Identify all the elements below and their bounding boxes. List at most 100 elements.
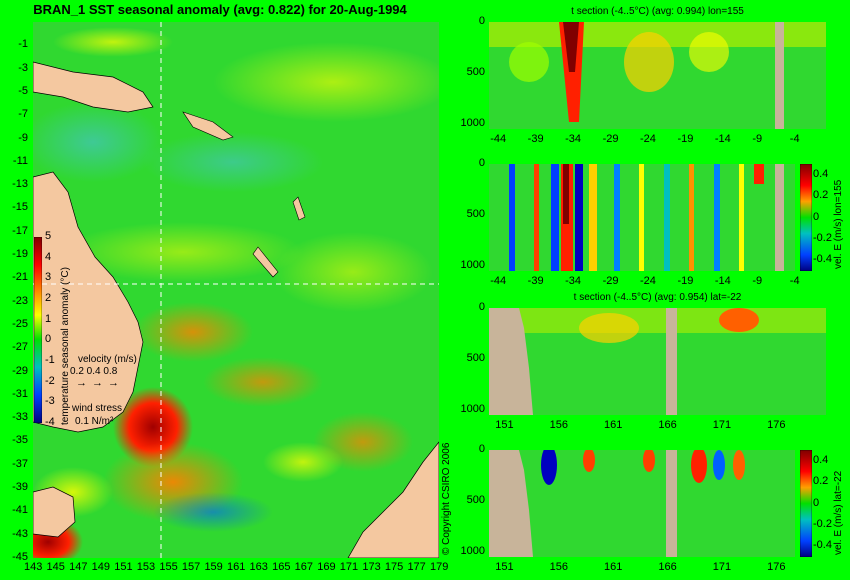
map-lat-tick: -21 [12, 271, 28, 284]
land-vanuatu [292, 196, 306, 221]
x-tick: 166 [658, 561, 677, 573]
x-tick: -19 [677, 275, 694, 287]
map-lat-tick: -41 [12, 504, 28, 517]
x-tick: -44 [490, 275, 507, 287]
map-lat-tick: -39 [12, 481, 28, 494]
map-lat-tick: -23 [12, 294, 28, 307]
x-tick: -29 [602, 133, 619, 145]
sst-map [33, 22, 439, 558]
x-tick: -24 [640, 275, 656, 287]
x-tick: 176 [767, 561, 786, 573]
velocity-legend-label: velocity (m/s) [78, 354, 137, 365]
x-tick: -19 [677, 133, 694, 145]
map-colorbar [34, 237, 42, 423]
map-lon-tick: 143 [24, 561, 43, 573]
x-tick: -39 [527, 275, 544, 287]
map-colorbar-tick: 5 [45, 230, 52, 242]
x-tick: -4 [789, 275, 800, 287]
map-lon-tick: 169 [317, 561, 336, 573]
x-tick: -9 [752, 275, 763, 287]
map-lat-tick: -29 [12, 364, 28, 377]
t-section-lon155 [489, 22, 826, 129]
wind-legend-label: wind stress [72, 403, 123, 414]
x-tick: 176 [767, 419, 786, 431]
map-colorbar-tick: 3 [45, 271, 52, 284]
map-lon-tick: 163 [249, 561, 268, 573]
wind-legend-value: 0.1 N/m² [75, 416, 114, 427]
map-lat-tick: -13 [12, 178, 28, 191]
map-lon-tick: 171 [339, 561, 359, 573]
map-colorbar-tick: 4 [45, 250, 52, 263]
map-lon-tick: 173 [362, 561, 381, 573]
map-lat-tick: -43 [12, 527, 28, 540]
copyright-text: © Copyright CSIRO 2006 [441, 442, 452, 555]
x-tick: 166 [658, 419, 677, 431]
velocity-arrows-icon: →→→ [76, 377, 124, 389]
x-tick: -44 [490, 133, 507, 145]
x-tick: 156 [549, 561, 569, 573]
x-tick: 171 [712, 419, 732, 431]
map-lat-tick: -11 [12, 154, 28, 167]
y-tick: 1000 [460, 544, 485, 557]
map-lon-tick: 145 [46, 561, 65, 573]
x-tick: -39 [527, 133, 544, 145]
map-lat-tick: -9 [18, 131, 28, 144]
vel-colorbar-tick: 0.2 [813, 189, 829, 202]
vel-lon155-colorbar-label: vel. E (m/s) lon=155 [833, 179, 844, 269]
vel-colorbar-tick: 0.4 [813, 453, 829, 466]
vel-colorbar-tick: 0.2 [813, 475, 829, 488]
vel-colorbar-tick: -0.2 [813, 517, 832, 530]
vel-section-lon155 [489, 164, 795, 271]
map-colorbar-tick: 1 [45, 312, 52, 325]
map-lat-tick: -33 [12, 411, 28, 424]
x-tick: 156 [549, 419, 569, 431]
x-tick: 161 [604, 419, 623, 431]
map-lat-tick: -35 [12, 434, 28, 447]
land-new-caledonia [252, 246, 279, 278]
map-lon-tick: 175 [384, 561, 404, 573]
map-lat-tick: -31 [12, 387, 28, 400]
map-lon-tick: 165 [272, 561, 291, 573]
x-tick: -14 [714, 133, 731, 145]
map-colorbar-tick: -1 [45, 354, 55, 366]
map-lon-tick: 147 [69, 561, 88, 573]
x-tick: -9 [752, 133, 763, 145]
map-lat-tick: -1 [18, 38, 28, 51]
map-lat-tick: -19 [12, 248, 28, 261]
y-tick: 0 [478, 157, 485, 169]
x-tick: -4 [789, 133, 800, 145]
y-tick: 0 [478, 15, 485, 27]
y-tick: 500 [466, 351, 485, 364]
velocity-legend-values: 0.2 0.4 0.8 [70, 366, 118, 377]
map-lat-tick: -5 [18, 84, 28, 97]
map-lat-tick: -15 [12, 201, 28, 214]
vel-colorbar-tick: -0.2 [813, 231, 832, 244]
vel-section-lat22 [489, 450, 795, 557]
x-tick: -34 [565, 275, 582, 287]
t-section-lat22 [489, 308, 826, 415]
map-colorbar-tick: -3 [45, 395, 55, 408]
y-tick: 0 [478, 443, 485, 455]
map-colorbar-label: temperature seasonal anomaly (°C) [60, 267, 71, 425]
vel-lat22-colorbar-label: vel. E (m/s) lat=-22 [833, 470, 844, 555]
map-colorbar-tick: -2 [45, 374, 55, 387]
map-lat-tick: -25 [12, 317, 28, 330]
map-colorbar-tick: -4 [45, 416, 55, 428]
t-lat22-title: t section (-4..5°C) (avg: 0.954) lat=-22 [573, 292, 742, 303]
t-lon155-title: t section (-4..5°C) (avg: 0.994) lon=155 [571, 6, 744, 17]
x-tick: 151 [495, 561, 514, 573]
map-lon-tick: 151 [114, 561, 133, 573]
x-tick: -14 [714, 275, 731, 287]
vel-colorbar-tick: 0 [813, 210, 820, 223]
x-tick: 171 [712, 561, 732, 573]
x-tick: 161 [604, 561, 623, 573]
map-colorbar-tick: 2 [45, 292, 52, 304]
map-lat-tick: -7 [18, 108, 28, 121]
map-lon-tick: 177 [407, 561, 426, 573]
y-tick: 500 [466, 493, 485, 506]
vel-lat22-colorbar [800, 450, 812, 557]
map-lon-tick: 155 [159, 561, 178, 573]
map-lat-tick: -45 [12, 551, 28, 563]
map-lon-tick: 149 [91, 561, 111, 573]
vel-colorbar-tick: 0 [813, 496, 820, 509]
